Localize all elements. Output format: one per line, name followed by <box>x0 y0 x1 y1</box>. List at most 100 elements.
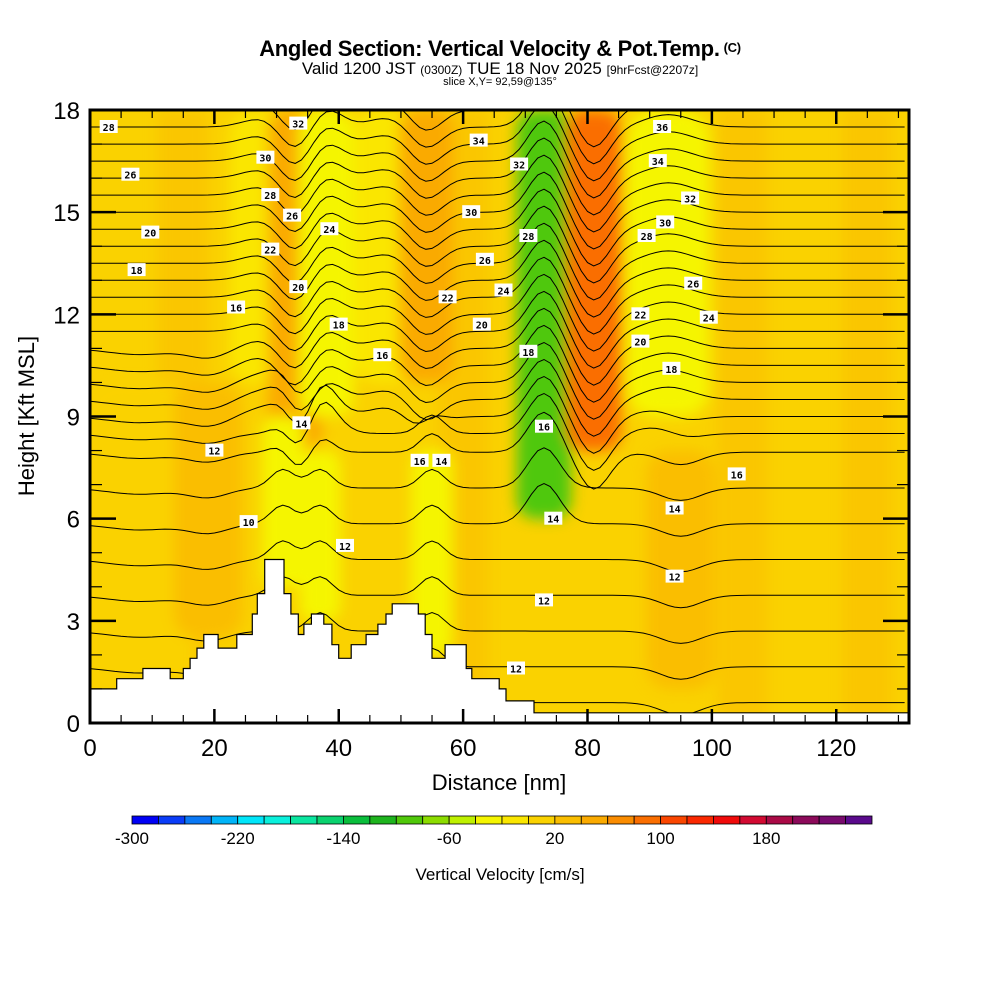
contour-label-text: 16 <box>538 423 550 434</box>
contour-label-text: 18 <box>522 348 534 359</box>
velocity-cell <box>411 450 453 655</box>
theta-contour-line <box>90 307 905 386</box>
contour-label-text: 16 <box>376 351 388 362</box>
contour-label-box <box>410 453 429 467</box>
colorbar-tick-labels: -300 -220 -140 -60 20 100 180 <box>115 829 780 848</box>
contour-label-text: 22 <box>264 246 276 257</box>
theta-contour-line <box>90 290 905 369</box>
contour-label-box <box>261 188 280 202</box>
x-tick-label: 100 <box>692 735 732 762</box>
contour-label-box <box>662 361 681 375</box>
theta-contour-line <box>90 611 905 644</box>
theta-contour-line <box>90 110 905 165</box>
contour-label: 20 <box>289 280 308 294</box>
contour-label-box <box>292 416 311 430</box>
contour-label-box <box>256 150 275 164</box>
contour-label: 26 <box>283 208 302 223</box>
contour-label-box <box>665 501 684 515</box>
colorbar-segment <box>580 815 609 825</box>
x-tick-label: 120 <box>816 735 856 762</box>
contour-label-text: 10 <box>243 518 255 529</box>
colorbar-tick-label: -140 <box>326 829 360 848</box>
velocity-cell <box>173 382 243 638</box>
valid-date: TUE 18 Nov 2025 <box>466 59 602 78</box>
contour-label-box <box>127 263 146 277</box>
contour-label-box <box>631 307 650 321</box>
contour-label-text: 30 <box>659 218 671 229</box>
contour-label-box <box>507 661 525 675</box>
contour-label-text: 36 <box>656 123 668 134</box>
contour-label-box <box>289 280 308 294</box>
velocity-cell <box>299 450 341 621</box>
contour-label-text: 14 <box>669 505 681 516</box>
contour-label-box <box>438 290 457 304</box>
contour-label: 14 <box>544 511 563 526</box>
contour-label: 24 <box>494 283 513 298</box>
contour-label-box <box>637 229 656 242</box>
theta-contour-line <box>90 256 905 335</box>
velocity-cell <box>398 110 454 383</box>
contour-label-text: 24 <box>323 225 335 236</box>
copyright-mark: (C) <box>723 40 741 55</box>
contour-label-text: 30 <box>259 154 271 165</box>
x-tick-label: 60 <box>450 735 477 762</box>
contour-label: 28 <box>261 188 280 202</box>
contour-label: 20 <box>631 334 650 349</box>
theta-contour-line <box>90 110 905 182</box>
contour-label: 22 <box>261 242 280 257</box>
contour-label-text: 30 <box>465 208 477 219</box>
contour-label-box <box>329 317 348 331</box>
contour-label: 18 <box>519 344 538 359</box>
contour-label: 28 <box>519 229 538 243</box>
contour-label-box <box>648 154 667 168</box>
contour-label-box <box>472 317 491 331</box>
contour-label: 14 <box>432 453 451 468</box>
contour-label-text: 34 <box>473 137 485 148</box>
contour-labels: 28 26 20 18 16 32 30 28 26 24 22 20 18 16 34 32 30 28 26 24… <box>99 116 746 676</box>
theta-contour-line <box>90 222 905 301</box>
colorbar-segment <box>237 815 265 825</box>
contour-label: 22 <box>631 307 650 321</box>
plot-area: 28 26 20 18 16 32 30 28 26 24 22 20 18 16 34 32 30 28 26 24… <box>90 110 909 723</box>
colorbar-segment <box>131 815 159 825</box>
contour-label: 16 <box>727 467 746 481</box>
velocity-cell <box>298 110 354 417</box>
contour-label: 22 <box>438 290 457 304</box>
contour-label-box <box>261 242 280 256</box>
theta-contour-line <box>90 205 905 284</box>
contour-label: 18 <box>662 361 681 376</box>
y-tick-label: 3 <box>67 609 80 636</box>
theta-contour-line <box>90 358 905 437</box>
valid-utc: (0300Z) <box>420 63 463 77</box>
contour-label-text: 28 <box>264 191 276 202</box>
contour-label-text: 12 <box>208 447 220 458</box>
contour-label-box <box>227 300 246 314</box>
colorbar-segment <box>528 815 556 825</box>
contour-label-text: 14 <box>295 419 307 430</box>
contour-label-box <box>519 344 538 358</box>
contour-label-box <box>510 157 529 171</box>
theta-contour-line <box>90 239 905 318</box>
y-axis-title: Height [Kft MSL] <box>14 336 39 496</box>
colorbar-segment <box>739 815 767 825</box>
colorbar-segment <box>343 815 371 825</box>
contour-label-text: 24 <box>703 314 715 325</box>
colorbar-tick-label: 20 <box>545 829 564 848</box>
contour-label-text: 22 <box>442 293 454 304</box>
contour-label: 28 <box>99 120 118 134</box>
contour-label: 26 <box>121 167 140 182</box>
colorbar-segment <box>792 815 820 825</box>
terrain-mask <box>90 558 909 723</box>
colorbar-segment <box>686 815 714 825</box>
contour-label: 30 <box>462 205 481 219</box>
contour-label-text: 32 <box>684 195 696 206</box>
contour-label-box <box>681 191 700 205</box>
contour-label-box <box>475 252 494 266</box>
theta-contours <box>90 110 905 716</box>
contour-label-box <box>519 229 538 242</box>
contour-label: 10 <box>239 515 258 529</box>
contour-label: 36 <box>653 120 672 134</box>
contour-label-box <box>653 120 672 133</box>
colorbar-segment <box>422 815 450 825</box>
